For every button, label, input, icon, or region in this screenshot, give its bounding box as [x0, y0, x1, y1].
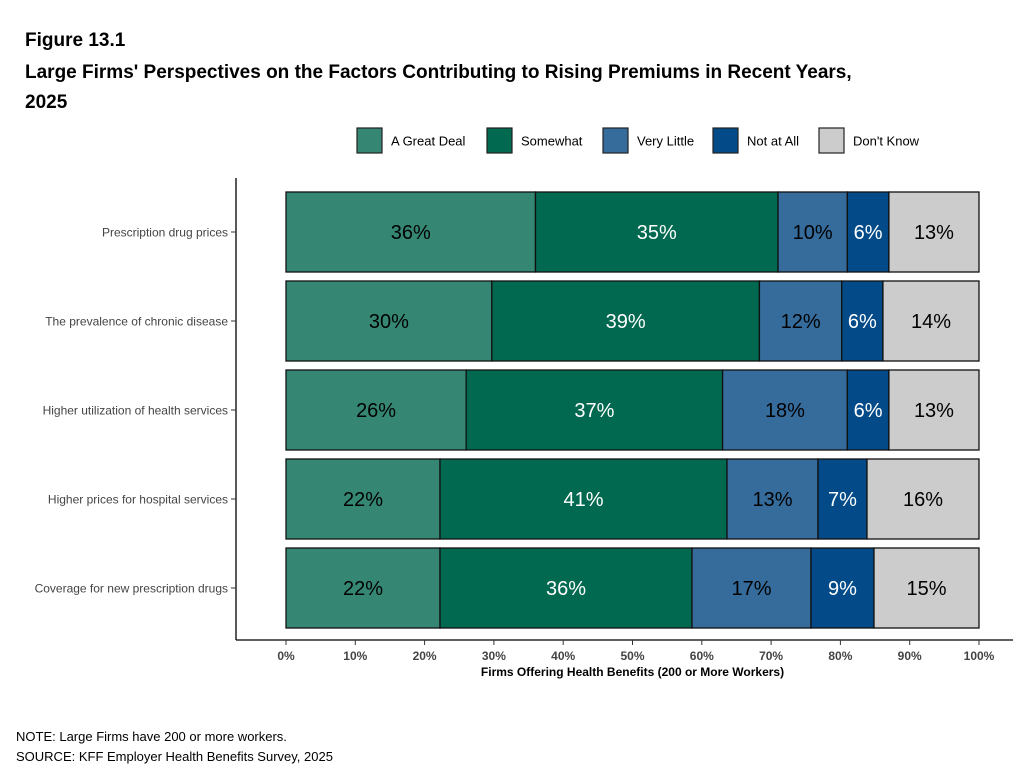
legend-swatch	[356, 127, 383, 154]
x-tick-label: 20%	[413, 649, 437, 663]
bar-segment	[888, 369, 980, 451]
bar-segment	[285, 547, 441, 629]
data-label: 30%	[369, 311, 409, 333]
x-tick-label: 30%	[482, 649, 506, 663]
source-text: SOURCE: KFF Employer Health Benefits Sur…	[16, 749, 333, 764]
data-label: 13%	[914, 222, 954, 244]
x-tick-label: 80%	[828, 649, 852, 663]
data-label: 14%	[911, 311, 951, 333]
data-label: 12%	[781, 311, 821, 333]
x-tick-label: 40%	[551, 649, 575, 663]
bar-segment	[285, 369, 467, 451]
bar-segment	[846, 369, 890, 451]
data-label: 10%	[793, 222, 833, 244]
data-label: 41%	[563, 489, 603, 511]
bar-segment	[285, 191, 537, 273]
data-label: 13%	[752, 489, 792, 511]
bar-segment	[758, 280, 843, 362]
legend-label: Don't Know	[853, 134, 920, 149]
x-tick-label: 0%	[277, 649, 295, 663]
legend-label: A Great Deal	[391, 134, 466, 149]
legend-swatch	[818, 127, 845, 154]
category-label: Prescription drug prices	[102, 226, 228, 240]
figure-label: Figure 13.1	[25, 30, 126, 51]
data-label: 16%	[903, 489, 943, 511]
legend-label: Not at All	[747, 134, 799, 149]
data-label: 26%	[356, 400, 396, 422]
x-tick-label: 100%	[964, 649, 995, 663]
data-label: 35%	[637, 222, 677, 244]
category-label: The prevalence of chronic disease	[45, 315, 228, 329]
data-label: 37%	[574, 400, 614, 422]
bar-segment	[721, 369, 848, 451]
data-label: 36%	[546, 578, 586, 600]
data-label: 6%	[848, 311, 877, 333]
bar-segment	[465, 369, 724, 451]
bar-segment	[866, 458, 980, 540]
legend-label: Very Little	[637, 134, 694, 149]
data-label: 18%	[765, 400, 805, 422]
data-label: 9%	[828, 578, 857, 600]
bar-segment	[846, 191, 890, 273]
x-tick-label: 60%	[690, 649, 714, 663]
bar-segment	[888, 191, 980, 273]
note-text: NOTE: Large Firms have 200 or more worke…	[16, 729, 287, 744]
chart-title-year: 2025	[25, 92, 68, 113]
legend-swatch	[486, 127, 513, 154]
bar-segment	[882, 280, 980, 362]
data-label: 39%	[606, 311, 646, 333]
category-label: Coverage for new prescription drugs	[35, 582, 228, 596]
legend-swatch	[712, 127, 739, 154]
bar-segment	[817, 458, 868, 540]
data-label: 15%	[906, 578, 946, 600]
bar-segment	[873, 547, 980, 629]
data-label: 22%	[343, 578, 383, 600]
data-label: 6%	[854, 400, 883, 422]
bar-segment	[810, 547, 875, 629]
bar-segment	[726, 458, 819, 540]
bar-segment	[777, 191, 848, 273]
x-tick-label: 70%	[759, 649, 783, 663]
bar-segment	[691, 547, 812, 629]
bar-segment	[439, 547, 693, 629]
data-label: 22%	[343, 489, 383, 511]
bar-segment	[285, 458, 441, 540]
data-label: 36%	[391, 222, 431, 244]
chart-title: Large Firms' Perspectives on the Factors…	[25, 62, 852, 83]
x-axis-title: Firms Offering Health Benefits (200 or M…	[481, 665, 784, 679]
data-label: 7%	[828, 489, 857, 511]
legend-swatch	[602, 127, 629, 154]
category-label: Higher prices for hospital services	[48, 493, 228, 507]
data-label: 17%	[731, 578, 771, 600]
x-tick-label: 10%	[343, 649, 367, 663]
legend-label: Somewhat	[521, 134, 583, 149]
data-label: 13%	[914, 400, 954, 422]
x-tick-label: 90%	[898, 649, 922, 663]
x-tick-label: 50%	[620, 649, 644, 663]
data-label: 6%	[854, 222, 883, 244]
bar-segment	[491, 280, 761, 362]
category-label: Higher utilization of health services	[43, 404, 228, 418]
bar-segment	[534, 191, 779, 273]
bar-segment	[285, 280, 493, 362]
